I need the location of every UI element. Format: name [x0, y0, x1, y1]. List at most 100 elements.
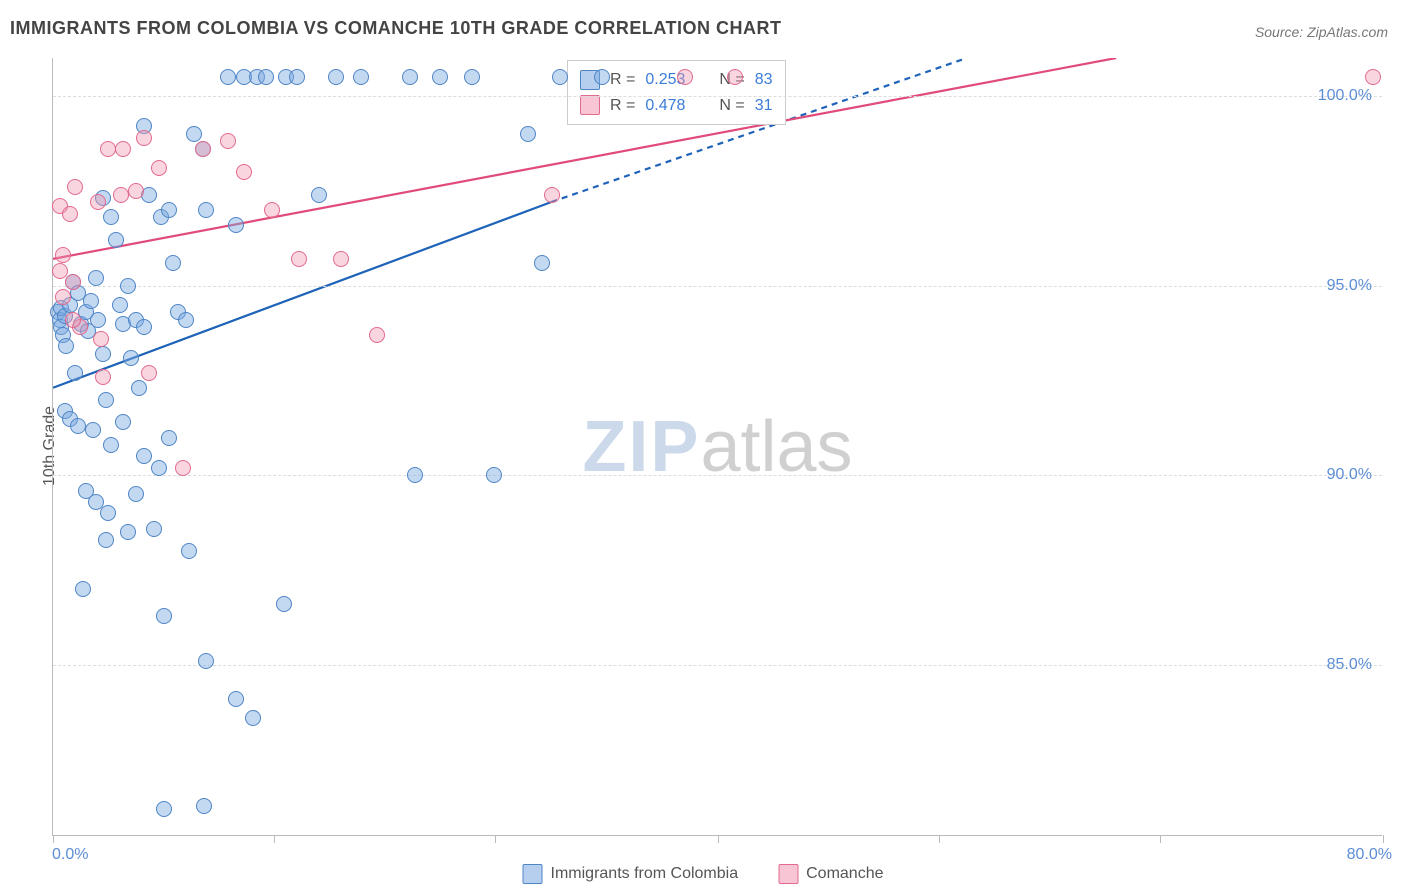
data-point-comanche[interactable] [52, 263, 68, 279]
data-point-colombia[interactable] [120, 278, 136, 294]
data-point-colombia[interactable] [58, 338, 74, 354]
data-point-colombia[interactable] [534, 255, 550, 271]
data-point-comanche[interactable] [220, 133, 236, 149]
data-point-colombia[interactable] [108, 232, 124, 248]
source-attribution: Source: ZipAtlas.com [1255, 24, 1388, 40]
data-point-comanche[interactable] [236, 164, 252, 180]
data-point-colombia[interactable] [90, 312, 106, 328]
data-point-colombia[interactable] [407, 467, 423, 483]
x-tick [274, 835, 275, 843]
plot-area: ZIPatlas R =0.253N =83R =0.478N =31 85.0… [52, 58, 1382, 836]
data-point-comanche[interactable] [115, 141, 131, 157]
data-point-comanche[interactable] [100, 141, 116, 157]
data-point-colombia[interactable] [196, 798, 212, 814]
data-point-comanche[interactable] [113, 187, 129, 203]
data-point-colombia[interactable] [464, 69, 480, 85]
data-point-colombia[interactable] [198, 202, 214, 218]
data-point-comanche[interactable] [141, 365, 157, 381]
data-point-comanche[interactable] [333, 251, 349, 267]
square-icon [523, 864, 543, 884]
data-point-colombia[interactable] [228, 691, 244, 707]
data-point-colombia[interactable] [198, 653, 214, 669]
data-point-colombia[interactable] [103, 209, 119, 225]
data-point-colombia[interactable] [112, 297, 128, 313]
data-point-colombia[interactable] [156, 801, 172, 817]
data-point-colombia[interactable] [432, 69, 448, 85]
data-point-comanche[interactable] [677, 69, 693, 85]
legend-item-comanche[interactable]: Comanche [778, 864, 883, 884]
data-point-comanche[interactable] [90, 194, 106, 210]
data-point-colombia[interactable] [178, 312, 194, 328]
data-point-comanche[interactable] [65, 274, 81, 290]
data-point-colombia[interactable] [181, 543, 197, 559]
data-point-colombia[interactable] [136, 448, 152, 464]
data-point-colombia[interactable] [151, 460, 167, 476]
data-point-colombia[interactable] [85, 422, 101, 438]
data-point-colombia[interactable] [131, 380, 147, 396]
data-point-colombia[interactable] [311, 187, 327, 203]
data-point-colombia[interactable] [98, 392, 114, 408]
legend-label-colombia: Immigrants from Colombia [551, 865, 739, 883]
data-point-colombia[interactable] [95, 346, 111, 362]
data-point-colombia[interactable] [353, 69, 369, 85]
data-point-colombia[interactable] [258, 69, 274, 85]
data-point-comanche[interactable] [544, 187, 560, 203]
data-point-comanche[interactable] [175, 460, 191, 476]
data-point-colombia[interactable] [289, 69, 305, 85]
data-point-comanche[interactable] [291, 251, 307, 267]
data-point-colombia[interactable] [276, 596, 292, 612]
data-point-comanche[interactable] [95, 369, 111, 385]
r-label: R = [610, 67, 635, 93]
data-point-colombia[interactable] [156, 608, 172, 624]
data-point-colombia[interactable] [220, 69, 236, 85]
data-point-colombia[interactable] [83, 293, 99, 309]
data-point-colombia[interactable] [98, 532, 114, 548]
data-point-colombia[interactable] [136, 319, 152, 335]
data-point-colombia[interactable] [146, 521, 162, 537]
chart-container: IMMIGRANTS FROM COLOMBIA VS COMANCHE 10T… [0, 0, 1406, 892]
data-point-colombia[interactable] [123, 350, 139, 366]
data-point-colombia[interactable] [161, 202, 177, 218]
data-point-comanche[interactable] [1365, 69, 1381, 85]
data-point-comanche[interactable] [55, 289, 71, 305]
data-point-colombia[interactable] [165, 255, 181, 271]
data-point-colombia[interactable] [186, 126, 202, 142]
data-point-comanche[interactable] [62, 206, 78, 222]
data-point-colombia[interactable] [161, 430, 177, 446]
data-point-comanche[interactable] [65, 312, 81, 328]
data-point-colombia[interactable] [228, 217, 244, 233]
data-point-colombia[interactable] [594, 69, 610, 85]
x-tick [1383, 835, 1384, 843]
data-point-comanche[interactable] [727, 69, 743, 85]
data-point-colombia[interactable] [100, 505, 116, 521]
data-point-colombia[interactable] [245, 710, 261, 726]
data-point-colombia[interactable] [103, 437, 119, 453]
n-value[interactable]: 83 [755, 67, 773, 93]
data-point-comanche[interactable] [195, 141, 211, 157]
data-point-comanche[interactable] [128, 183, 144, 199]
data-point-colombia[interactable] [328, 69, 344, 85]
data-point-colombia[interactable] [520, 126, 536, 142]
data-point-comanche[interactable] [67, 179, 83, 195]
data-point-colombia[interactable] [88, 270, 104, 286]
data-point-colombia[interactable] [115, 414, 131, 430]
data-point-colombia[interactable] [70, 418, 86, 434]
legend-item-colombia[interactable]: Immigrants from Colombia [523, 864, 739, 884]
data-point-comanche[interactable] [151, 160, 167, 176]
data-point-colombia[interactable] [128, 486, 144, 502]
data-point-comanche[interactable] [55, 247, 71, 263]
data-point-comanche[interactable] [369, 327, 385, 343]
data-point-colombia[interactable] [552, 69, 568, 85]
x-tick [53, 835, 54, 843]
data-point-colombia[interactable] [67, 365, 83, 381]
data-point-colombia[interactable] [120, 524, 136, 540]
data-point-colombia[interactable] [402, 69, 418, 85]
data-point-colombia[interactable] [75, 581, 91, 597]
data-point-colombia[interactable] [486, 467, 502, 483]
gridline [53, 96, 1382, 97]
data-point-comanche[interactable] [93, 331, 109, 347]
source-link[interactable]: ZipAtlas.com [1307, 24, 1388, 40]
data-point-comanche[interactable] [264, 202, 280, 218]
x-axis-min-label: 0.0% [52, 846, 88, 864]
data-point-comanche[interactable] [136, 130, 152, 146]
